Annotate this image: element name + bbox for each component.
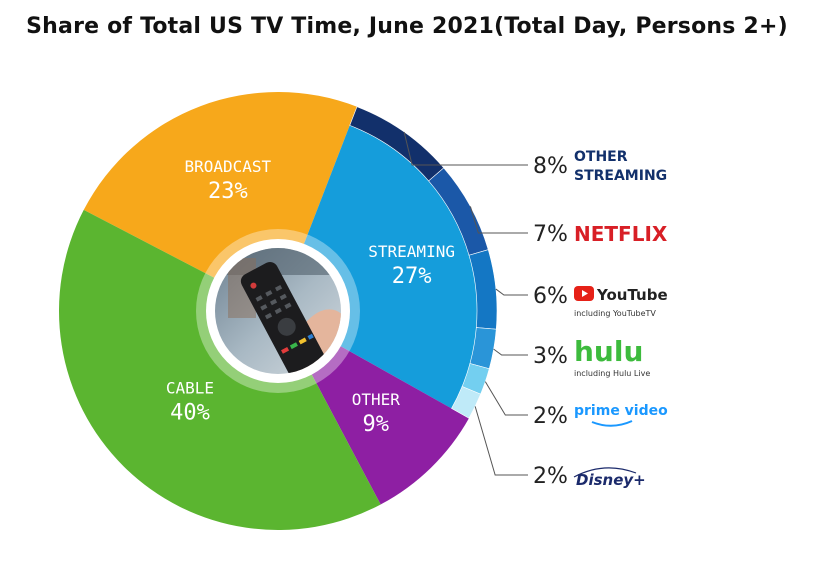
slice-labels-group: BROADCAST 23% STREAMING 27% OTHER 9% CABLE 40% [166, 157, 455, 437]
brand-prime-video: prime video [574, 403, 668, 419]
disney-arc-icon [573, 467, 637, 478]
chart-title: Share of Total US TV Time, June 2021(Tot… [26, 14, 788, 39]
slice-other [308, 343, 469, 505]
breakdown-value-youtube: 6% [533, 284, 568, 309]
slice-label-broadcast: BROADCAST [184, 157, 271, 176]
leader-line-other-streaming [403, 131, 528, 166]
ring-segment-disney- [451, 386, 482, 419]
slice-label-streaming: STREAMING [368, 242, 455, 261]
slice-value-broadcast: 23% [208, 179, 248, 204]
breakdown-value-other-streaming: 8% [533, 154, 568, 179]
slice-value-cable: 40% [170, 401, 210, 426]
leader-line-youtube [495, 288, 528, 296]
slice-broadcast [83, 92, 357, 281]
prime-smile-icon [591, 420, 633, 427]
breakdown-value-hulu: 3% [533, 344, 568, 369]
breakdown-value-netflix: 7% [533, 222, 568, 247]
slice-label-other: OTHER [352, 390, 401, 409]
brand-netflix: NETFLIX [574, 222, 668, 246]
brand-youtube: YouTube [596, 286, 668, 304]
brand-disney-plus: Disney+ [576, 471, 646, 489]
slice-value-other: 9% [363, 412, 390, 437]
slice-value-streaming: 27% [392, 264, 432, 289]
brand-hulu: hulu [574, 335, 643, 368]
slice-cable [59, 209, 381, 530]
brand-other-streaming-line2: STREAMING [574, 168, 667, 184]
streaming-ring-group [349, 106, 498, 419]
breakdown-value-disney-: 2% [533, 464, 568, 489]
slice-streaming [301, 125, 478, 409]
youtube-triangle-icon [582, 290, 588, 297]
center-photo [196, 229, 360, 393]
brand-youtube-sub: including YouTubeTV [574, 309, 656, 318]
slices-group [59, 92, 478, 530]
leader-line-disney- [474, 406, 528, 476]
brand-other-streaming: OTHER [574, 149, 628, 165]
brand-hulu-sub: including Hulu Live [574, 369, 650, 378]
leader-line-prime-video [484, 381, 528, 416]
slice-label-cable: CABLE [166, 379, 214, 398]
leader-line-hulu [493, 348, 528, 356]
leader-line-netflix [469, 206, 528, 234]
streaming-legend: 8% OTHER STREAMING 7% NETFLIX 6% YouTube includ… [403, 131, 668, 489]
breakdown-value-prime-video: 2% [533, 404, 568, 429]
